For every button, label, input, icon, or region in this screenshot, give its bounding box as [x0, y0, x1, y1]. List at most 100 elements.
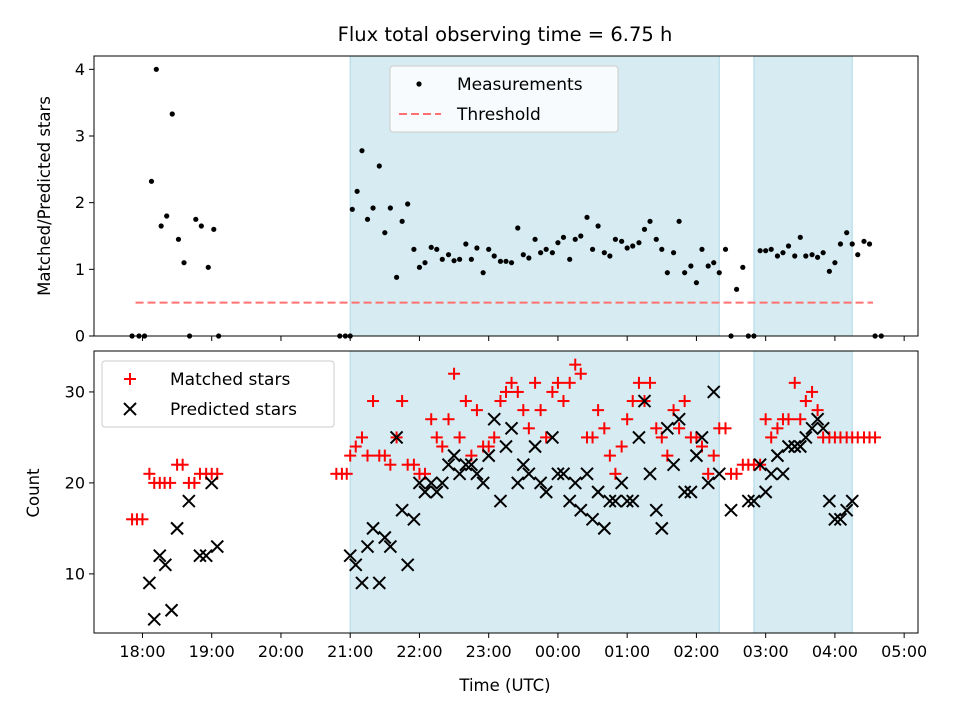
measurement-point	[532, 236, 538, 242]
predicted-star-d2	[447, 448, 461, 463]
measurement-point	[567, 256, 573, 262]
predicted-star-d2	[597, 521, 612, 536]
predicted-star-d2	[574, 503, 588, 517]
predicted-star-d2	[205, 476, 219, 490]
predicted-star-d2	[677, 485, 692, 499]
measurement-point	[428, 244, 434, 250]
y-tick-label: 30	[65, 382, 85, 401]
predicted-star-point	[603, 494, 617, 508]
predicted-star-d2	[660, 421, 675, 436]
matched-star-point	[482, 440, 495, 453]
matched-star-point	[425, 413, 438, 426]
measurement-point	[711, 260, 717, 266]
matched-star-point	[188, 476, 201, 489]
predicted-star-point	[355, 576, 369, 590]
matched-star-point	[806, 385, 819, 398]
measurement-point	[474, 245, 480, 251]
measurement-point	[497, 258, 504, 264]
matched-star-point	[534, 404, 547, 417]
measurement-point	[595, 223, 601, 229]
matched-star-point	[794, 413, 807, 426]
predicted-star-d2	[585, 512, 600, 526]
top-legend: Measurements Threshold	[389, 65, 619, 133]
predicted-star-d2	[499, 439, 513, 454]
x-tick-label: 04:00	[812, 642, 858, 661]
matched-star-point	[563, 376, 576, 389]
matched-star-point	[598, 422, 611, 435]
measurement-point	[526, 255, 532, 261]
shaded-interval-1	[349, 350, 720, 634]
predicted-star-d2	[637, 394, 652, 408]
measurement-point	[641, 226, 648, 232]
matched-star-point	[540, 431, 553, 444]
measurement-point	[555, 240, 561, 246]
measurement-point	[722, 246, 729, 252]
predicted-star-d2	[632, 430, 646, 445]
measurement-point	[491, 253, 497, 259]
matched-star-point	[707, 449, 720, 462]
measurement-point	[457, 256, 463, 262]
matched-star-point	[500, 385, 512, 398]
predicted-star-point	[193, 548, 207, 563]
measurement-point	[849, 241, 855, 247]
y-tick-label: 2	[75, 193, 85, 212]
predicted-star-d2	[395, 503, 409, 517]
measurement-point	[359, 148, 365, 154]
y-tick-label: 0	[75, 327, 85, 346]
predicted-star-d2	[539, 485, 553, 499]
matched-star-point	[586, 431, 599, 444]
matched-star-point	[811, 404, 824, 417]
predicted-star-d2	[170, 521, 184, 536]
predicted-star-point	[684, 485, 698, 499]
predicted-star-d2	[793, 439, 807, 454]
predicted-star-d2	[147, 612, 161, 627]
measurement-point	[676, 218, 682, 224]
measurement-point	[636, 240, 642, 246]
measurement-point	[508, 260, 515, 266]
measurement-point	[416, 264, 423, 270]
predicted-star-point	[845, 494, 859, 508]
measurement-point	[630, 243, 636, 249]
predicted-star-d2	[435, 476, 450, 490]
predicted-star-d2	[580, 467, 594, 481]
predicted-star-point	[182, 494, 196, 508]
measurement-point	[693, 280, 700, 286]
predicted-star-point	[349, 558, 363, 572]
matched-star-point	[621, 413, 634, 426]
measurement-point	[543, 246, 549, 252]
predicted-star-d2	[712, 467, 726, 481]
predicted-star-d2	[400, 558, 415, 572]
measurement-point	[699, 246, 705, 252]
bottom-panel-frame	[93, 350, 919, 634]
predicted-star-d2	[701, 476, 715, 490]
predicted-star-point	[210, 539, 224, 554]
predicted-star-d2	[182, 494, 196, 508]
matched-star-point	[384, 458, 397, 471]
measurement-point	[705, 263, 711, 269]
predicted-star-d2	[839, 503, 854, 517]
measurement-point	[503, 258, 509, 264]
predicted-star-point	[504, 421, 519, 436]
measurement-point	[740, 264, 746, 270]
matched-star-point	[782, 413, 795, 426]
predicted-star-point	[695, 430, 709, 445]
measurement-point	[164, 213, 170, 219]
measurement-point	[439, 256, 445, 262]
matched-star-point	[459, 395, 472, 408]
predicted-star-point	[724, 503, 738, 517]
predicted-star-point	[585, 512, 600, 526]
predicted-star-d2	[360, 539, 375, 554]
predicted-star-point	[608, 494, 623, 508]
predicted-star-point	[637, 394, 652, 408]
matched-star-point	[730, 467, 743, 480]
measurement-point	[560, 234, 567, 240]
bottom-panel-y-axis-label: Count	[24, 468, 43, 518]
measurement-point	[814, 254, 821, 260]
measurement-point	[451, 258, 457, 264]
top-panel-frame	[93, 55, 919, 337]
predicted-star-d2	[747, 494, 761, 508]
x-axis-label: Time (UTC)	[458, 676, 550, 695]
predicted-star-d2	[822, 494, 837, 508]
predicted-star-d2	[828, 512, 842, 526]
predicted-star-point	[158, 558, 173, 572]
